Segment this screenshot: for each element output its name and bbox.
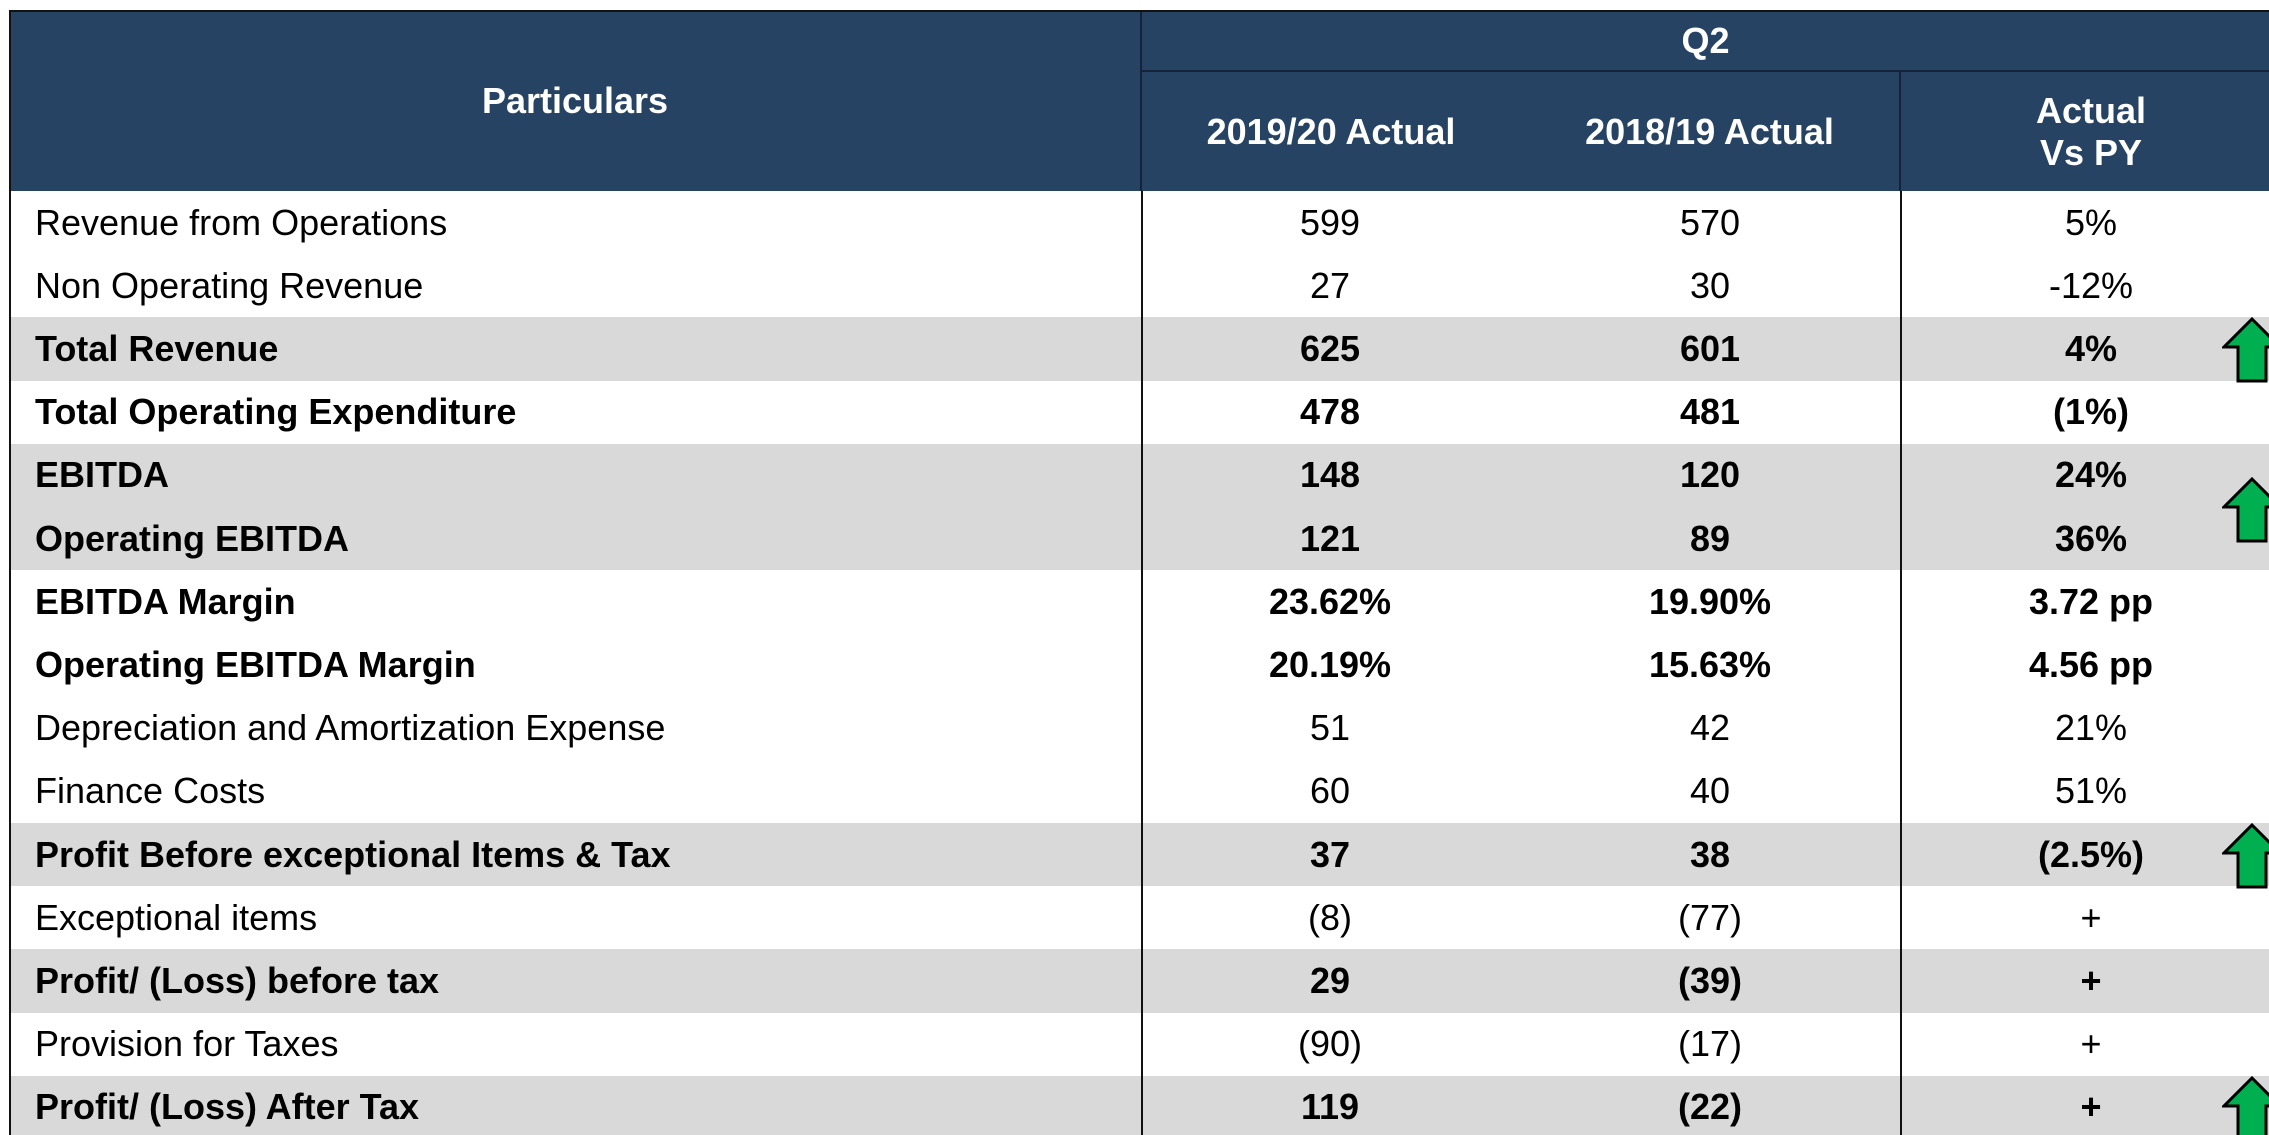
- cell-value: 37: [1309, 833, 1351, 875]
- cell-value: 5%: [2064, 201, 2118, 243]
- row-label: Total Operating Expenditure: [35, 391, 517, 433]
- cell-value: (39): [1677, 959, 1743, 1001]
- cell-value: 23.62%: [1268, 580, 1392, 622]
- row-label: Profit/ (Loss) before tax: [35, 959, 440, 1001]
- group-header: Q2: [1142, 11, 2269, 72]
- cell-value: 3.72 pp: [2028, 580, 2154, 622]
- cell-value: 24%: [2054, 454, 2128, 496]
- cell-value: 36%: [2054, 517, 2128, 559]
- cell-value: +: [2080, 1023, 2102, 1065]
- particulars-header: Particulars: [10, 11, 1142, 191]
- column-divider: [1141, 191, 1143, 1135]
- cell-value: 40: [1689, 770, 1731, 812]
- table-row: EBITDA Margin 23.62% 19.90% 3.72 pp: [10, 570, 2269, 633]
- table-row: Operating EBITDA Margin 20.19% 15.63% 4.56 …: [10, 633, 2269, 696]
- table-row: Finance Costs 60 40 51%: [10, 760, 2269, 823]
- column-divider: [1900, 191, 1902, 1135]
- cell-value: 481: [1679, 391, 1741, 433]
- cell-value: +: [2080, 896, 2102, 938]
- cell-value: 27: [1309, 264, 1351, 306]
- row-label: Exceptional items: [35, 896, 318, 938]
- cell-value: 38: [1689, 833, 1731, 875]
- table-row: Total Operating Expenditure 478 481 (1%): [10, 381, 2269, 444]
- cell-value: 120: [1679, 454, 1741, 496]
- cell-value: 19.90%: [1648, 580, 1772, 622]
- column-header: 2018/19 Actual: [1520, 72, 1901, 191]
- cell-value: 42: [1689, 707, 1731, 749]
- table-row: Profit/ (Loss) After Tax 119 (22) +: [10, 1075, 2269, 1135]
- row-label: Non Operating Revenue: [35, 264, 424, 306]
- cell-value: 29: [1309, 959, 1351, 1001]
- table-border: [9, 11, 11, 1135]
- cell-value: 121: [1299, 517, 1361, 559]
- up-arrow: [2222, 317, 2269, 383]
- table-row: Provision for Taxes (90) (17) +: [10, 1013, 2269, 1076]
- cell-value: 15.63%: [1648, 643, 1772, 685]
- table-row: Exceptional items (8) (77) +: [10, 886, 2269, 949]
- cell-value: 30: [1689, 264, 1731, 306]
- row-label: Provision for Taxes: [35, 1023, 339, 1065]
- cell-value: +: [2080, 1086, 2102, 1128]
- cell-value: (1%): [2052, 391, 2129, 433]
- table-border: [9, 10, 2269, 12]
- table-row: Profit Before exceptional Items & Tax 37 3…: [10, 823, 2269, 887]
- table-row: Revenue from Operations 599 570 5%: [10, 191, 2269, 254]
- table-row: Total Revenue 625 601 4%: [10, 317, 2269, 381]
- cell-value: (2.5%): [2037, 833, 2145, 875]
- cell-value: (90): [1297, 1023, 1363, 1065]
- row-label: Operating EBITDA Margin: [35, 643, 476, 685]
- cell-value: (17): [1677, 1023, 1743, 1065]
- up-arrow: [2222, 477, 2269, 543]
- column-header: 2019/20 Actual: [1142, 72, 1520, 191]
- cell-value: 4%: [2064, 327, 2118, 369]
- cell-value: 148: [1299, 454, 1361, 496]
- column-header: Actual Vs PY: [1901, 72, 2269, 191]
- cell-value: +: [2080, 959, 2102, 1001]
- row-label: Finance Costs: [35, 770, 266, 812]
- cell-value: 599: [1299, 201, 1361, 243]
- row-label: EBITDA Margin: [35, 580, 296, 622]
- cell-value: 60: [1309, 770, 1351, 812]
- row-label: Profit Before exceptional Items & Tax: [35, 833, 671, 875]
- cell-value: 89: [1689, 517, 1731, 559]
- table-row: Operating EBITDA 121 89 36%: [10, 507, 2269, 571]
- table-row: Profit/ (Loss) before tax 29 (39) +: [10, 949, 2269, 1013]
- row-label: Revenue from Operations: [35, 201, 448, 243]
- cell-value: 601: [1679, 327, 1741, 369]
- cell-value: 570: [1679, 201, 1741, 243]
- row-label: Operating EBITDA: [35, 517, 350, 559]
- table-row: Non Operating Revenue 27 30 -12%: [10, 254, 2269, 317]
- cell-value: 4.56 pp: [2028, 643, 2154, 685]
- table-row: Depreciation and Amortization Expense 51 4…: [10, 697, 2269, 760]
- cell-value: -12%: [2048, 264, 2134, 306]
- cell-value: 51: [1309, 707, 1351, 749]
- row-label: Profit/ (Loss) After Tax: [35, 1086, 420, 1128]
- cell-value: 20.19%: [1268, 643, 1392, 685]
- up-arrow: [2222, 1075, 2269, 1135]
- cell-value: (77): [1677, 896, 1743, 938]
- cell-value: (8): [1308, 896, 1352, 938]
- table-row: EBITDA 148 120 24%: [10, 443, 2269, 507]
- up-arrow: [2222, 823, 2269, 889]
- cell-value: 478: [1299, 391, 1361, 433]
- cell-value: (22): [1677, 1086, 1743, 1128]
- row-label: EBITDA: [35, 454, 169, 496]
- row-label: Depreciation and Amortization Expense: [35, 707, 666, 749]
- cell-value: 119: [1300, 1086, 1360, 1128]
- row-label: Total Revenue: [35, 327, 279, 369]
- cell-value: 51%: [2054, 770, 2128, 812]
- cell-value: 21%: [2054, 707, 2128, 749]
- cell-value: 625: [1299, 327, 1361, 369]
